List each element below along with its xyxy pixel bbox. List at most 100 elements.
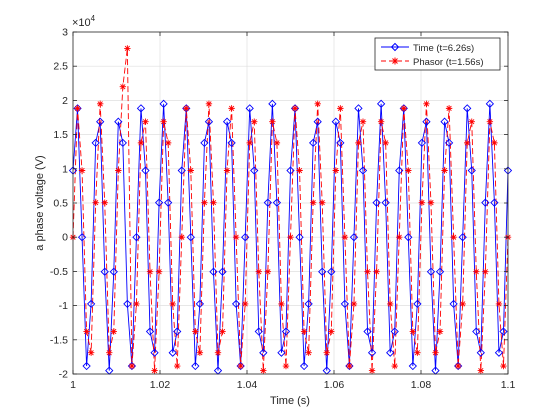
data-point-time [472,327,481,336]
data-point-time [435,267,445,276]
data-point-time [422,117,431,126]
data-point-phasor [323,349,330,356]
data-point-time [173,327,182,336]
y-tick-label: 2.5 [53,61,68,73]
data-point-time [154,198,164,207]
data-point-time [318,267,327,276]
data-point-phasor [237,362,244,370]
data-point-phasor [264,268,272,275]
y-axis-label: a phase voltage (V) [34,155,46,250]
data-point-phasor [482,268,489,275]
data-point-time [417,138,427,148]
data-point-time [485,99,495,108]
data-point-time [86,299,96,309]
data-point-phasor [241,300,249,308]
data-point-time [150,348,159,357]
data-point-phasor [282,362,290,370]
data-point-phasor [74,105,81,112]
x-tick-label: 1.08 [411,379,432,391]
legend-marker-time [390,42,400,52]
data-point-phasor [255,268,262,275]
data-point-phasor [382,139,389,147]
data-point-time [354,104,363,113]
data-point-phasor [409,328,417,335]
data-point-phasor [418,199,426,206]
data-point-time [259,348,268,357]
data-point-time [449,299,458,309]
data-point-phasor [500,362,507,370]
data-point-time [222,117,232,126]
data-point-phasor [110,328,117,335]
data-point-phasor [151,367,158,374]
y-tick-label: 3 [62,27,68,39]
x-axis-label: Time (s) [270,395,310,407]
data-point-phasor [137,139,145,147]
data-point-time [367,348,377,357]
y-tick-label: 1 [62,163,68,175]
data-point-phasor [355,139,362,147]
data-point-phasor [96,100,104,108]
data-point-time [73,104,82,113]
data-point-time [195,299,205,309]
data-point-phasor [128,362,136,370]
data-point-time [109,267,118,276]
data-point-phasor [78,167,86,174]
data-point-time [390,327,399,336]
data-point-time [463,104,472,113]
data-point-phasor [414,349,421,356]
data-point-phasor [269,118,276,125]
data-point-time [481,198,490,207]
data-point-phasor [450,234,457,241]
data-point-time [218,267,227,276]
data-point-phasor [377,118,385,125]
y-tick-label: -1.5 [50,334,68,346]
data-point-time [386,348,395,357]
data-point-phasor [164,139,172,147]
data-point-phasor [183,105,190,112]
legend-box [374,37,501,71]
data-point-time [136,104,146,113]
data-point-time [336,138,345,148]
x-tick-label: 1.06 [324,379,345,391]
data-point-phasor [459,300,466,308]
data-point-phasor [495,300,503,308]
data-point-phasor [201,199,208,206]
data-point-time [118,138,127,148]
y-tick-label: -2 [59,369,68,381]
y-axis-label-text: a phase voltage (V) [34,155,46,250]
data-point-time [177,166,186,175]
data-point-phasor [232,234,240,241]
data-point-time [168,348,177,357]
y-tick-label: 0.5 [53,198,68,210]
data-point-phasor [368,367,376,374]
data-point-phasor [246,139,253,147]
data-point-time [458,233,467,242]
data-point-time [413,299,422,309]
y-tick-label: -1 [59,300,68,312]
data-point-time [77,233,87,242]
data-point-time [277,348,286,357]
data-point-time [499,327,508,336]
y-tick-label: 2 [62,95,68,107]
x-tick-label: 1.1 [501,379,516,391]
data-point-phasor [332,167,340,174]
data-point-phasor [146,268,154,275]
data-point-time [408,361,417,371]
data-point-phasor [214,349,222,356]
data-point-phasor [196,349,204,356]
data-point-phasor [106,349,113,356]
data-point-phasor [477,367,485,374]
data-point-phasor [341,234,349,241]
data-point-phasor [314,100,321,108]
data-point-time [363,327,372,336]
data-point-time [444,138,454,148]
data-point-phasor [309,199,317,206]
data-point-time [426,267,436,276]
data-point-time [227,138,236,148]
data-point-time [100,267,109,276]
data-point-phasor [142,118,149,125]
legend-label-phasor: Phasor (t=1.56s) [413,57,484,68]
data-point-phasor [169,300,176,308]
data-point-phasor [486,118,494,125]
